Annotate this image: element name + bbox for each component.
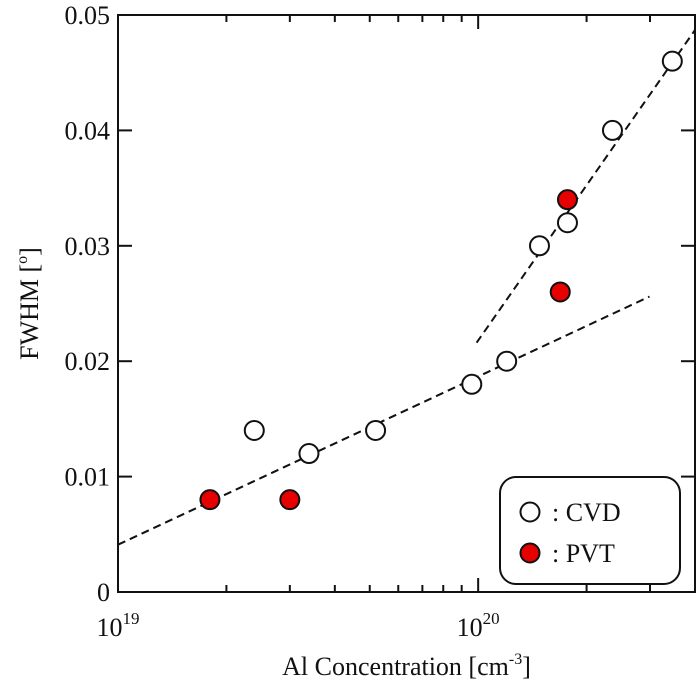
- data-point: [601, 119, 623, 141]
- legend-marker: [519, 542, 541, 564]
- data-point: [496, 350, 518, 372]
- y-label-end: ]: [15, 247, 44, 256]
- data-point: [298, 443, 320, 465]
- y-tick-label: 0.05: [65, 1, 111, 30]
- data-point: [243, 419, 265, 441]
- y-label-text: FWHM [: [15, 264, 44, 360]
- legend-marker: [519, 501, 541, 523]
- x-tick-base: 10: [97, 613, 123, 642]
- y-tick-label: 0.02: [65, 347, 111, 376]
- data-point: [461, 373, 483, 395]
- data-point: [549, 281, 571, 303]
- x-tick-base: 10: [457, 613, 483, 642]
- x-label-text: Al Concentration [cm: [282, 652, 509, 681]
- data-point: [556, 189, 578, 211]
- data-point: [365, 419, 387, 441]
- y-label-sup: o: [14, 256, 31, 264]
- x-axis-label: Al Concentration [cm-3]: [282, 651, 531, 681]
- data-point: [199, 489, 221, 511]
- y-axis-label: FWHM [o]: [14, 247, 44, 360]
- data-point: [556, 212, 578, 234]
- data-point: [661, 50, 683, 72]
- x-tick-label: 1019: [97, 609, 140, 642]
- y-tick-label: 0.04: [65, 116, 111, 145]
- data-point: [279, 489, 301, 511]
- y-tick-label: 0.03: [65, 232, 111, 261]
- fit-line: [475, 29, 696, 344]
- x-tick-exponent: 19: [123, 609, 140, 628]
- x-tick-exponent: 20: [483, 609, 500, 628]
- legend-label: : PVT: [552, 539, 615, 568]
- x-label-end: ]: [522, 652, 531, 681]
- data-point: [528, 235, 550, 257]
- plot-frame: [117, 14, 696, 593]
- x-tick-label: 1020: [457, 609, 500, 642]
- x-label-sup: -3: [509, 651, 522, 668]
- legend-box: [499, 476, 681, 585]
- y-tick-label: 0.01: [65, 463, 111, 492]
- y-tick-label: 0: [97, 578, 110, 607]
- legend-label: : CVD: [552, 498, 621, 527]
